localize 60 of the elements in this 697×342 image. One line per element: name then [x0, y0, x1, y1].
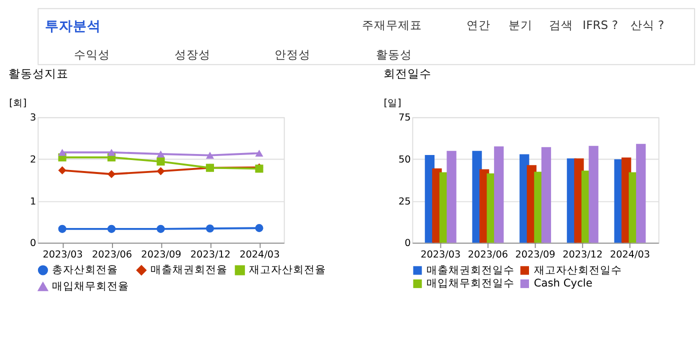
legend-label: 매출채권회전일수: [426, 263, 515, 276]
text: 검색: [548, 18, 573, 32]
legend-label: Cash Cycle: [534, 276, 592, 290]
y-tick-label: 2: [30, 154, 36, 166]
point: [156, 158, 165, 166]
text: IFRS ?: [582, 18, 618, 32]
point: [255, 150, 264, 157]
text: 수익성: [74, 48, 110, 62]
x-tick-label: 2023/06: [92, 250, 132, 261]
legend-label: 재고자산회전율: [249, 263, 326, 276]
bar: [588, 146, 598, 243]
y-tick-label: 3: [30, 112, 36, 124]
y-tick-label: 25: [398, 196, 411, 208]
bar: [446, 150, 456, 243]
text: 산식 ?: [630, 18, 664, 32]
bar: [541, 147, 552, 243]
point: [58, 166, 66, 174]
point: [107, 148, 116, 156]
chart-title: 활동성지표: [8, 66, 69, 81]
point: [156, 224, 165, 233]
text: 활동성: [376, 48, 412, 62]
bar: [494, 146, 504, 243]
y-tick-label: 0: [30, 238, 36, 250]
x-tick-label: 2023/12: [562, 250, 603, 261]
point: [206, 152, 214, 159]
point: [107, 224, 116, 233]
x-tick-label: 2023/03: [420, 250, 461, 261]
text: 투자분석: [45, 18, 102, 35]
point: [107, 170, 116, 178]
bar: [636, 144, 646, 243]
text: 주재무제표: [362, 18, 422, 32]
y-tick-label: 1: [30, 196, 36, 208]
text: 성장성: [174, 48, 210, 62]
legend-label: 재고자산회전일수: [534, 263, 622, 276]
text: 연간: [466, 18, 490, 32]
chart-title: 회전일수: [383, 66, 432, 81]
legend-label: 매입채무회전일수: [426, 276, 515, 290]
legend-label: 매입채무회전율: [52, 280, 130, 293]
legend-label: 총자산회전율: [52, 263, 118, 276]
point: [58, 224, 66, 233]
point: [156, 167, 165, 176]
legend-label: 매출채권회전율: [150, 263, 228, 276]
y-tick-label: 75: [398, 112, 411, 124]
y-tick-label: 0: [404, 238, 411, 250]
x-tick-label: 2023/09: [141, 250, 182, 261]
x-tick-label: 2023/06: [468, 250, 508, 261]
point: [58, 148, 66, 156]
x-tick-label: 2024/03: [610, 250, 650, 261]
point: [206, 224, 214, 233]
x-tick-label: 2024/03: [240, 250, 280, 261]
point: [255, 224, 264, 232]
y-axis-title: [회]: [9, 98, 27, 110]
x-tick-label: 2023/09: [515, 250, 556, 261]
text: 안정성: [274, 48, 311, 62]
text: 분기: [508, 18, 533, 32]
point: [156, 150, 165, 158]
y-axis-title: [일]: [384, 98, 402, 110]
x-tick-label: 2023/12: [190, 250, 230, 261]
y-tick-label: 50: [398, 154, 411, 166]
x-tick-label: 2023/03: [42, 250, 83, 261]
